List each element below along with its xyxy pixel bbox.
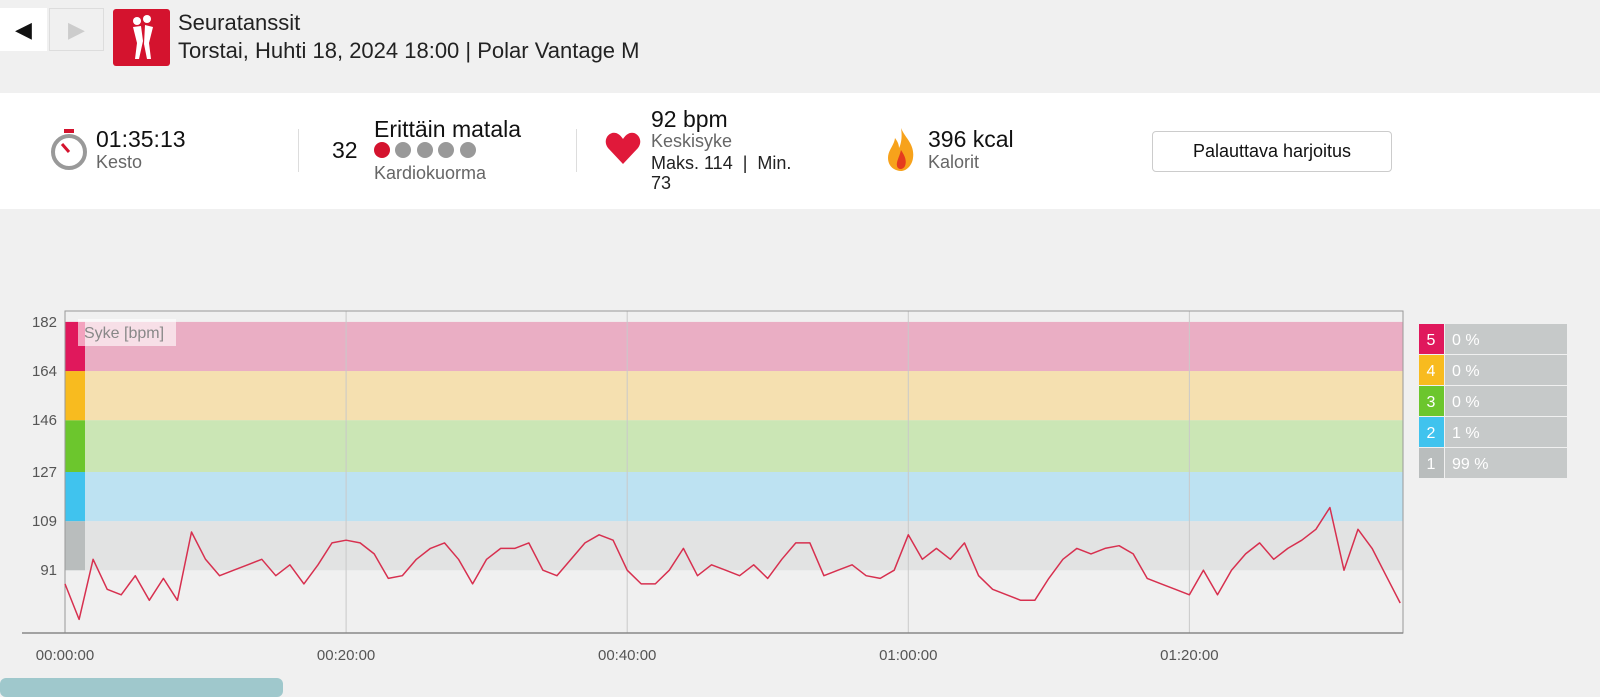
- separator: [298, 129, 299, 172]
- zone-strip: [65, 472, 85, 522]
- zone-legend-swatch: [1419, 324, 1444, 354]
- zone-name: 5: [1427, 332, 1436, 349]
- x-tick-label: 00:20:00: [317, 647, 375, 664]
- zone-legend-row: [1445, 386, 1567, 416]
- separator: [576, 129, 577, 172]
- calories-value: 396 kcal: [928, 126, 1014, 152]
- zone-percent: 1 %: [1452, 425, 1480, 442]
- hr-label: Keskisyke: [651, 131, 733, 151]
- cardio-load-value: 32: [332, 137, 358, 163]
- zone-name: 3: [1427, 394, 1436, 411]
- cardio-load-level: Erittäin matala: [374, 116, 522, 142]
- x-tick-label: 01:20:00: [1160, 647, 1218, 664]
- heart-icon: [605, 132, 641, 164]
- zone-legend-row: [1445, 324, 1567, 354]
- zone-band: [65, 420, 1403, 472]
- stopwatch-icon: [51, 129, 87, 170]
- y-label: Syke [bpm]: [84, 325, 164, 342]
- y-label-box: [78, 319, 176, 346]
- forward-button[interactable]: ▶: [49, 8, 104, 51]
- subtitle: Torstai, Huhti 18, 2024 18:00 | Polar Va…: [178, 38, 640, 63]
- y-tick-label: 109: [32, 513, 57, 530]
- x-tick-label: 01:00:00: [879, 647, 937, 664]
- hr-value: 92 bpm: [651, 106, 728, 132]
- zone-percent: 99 %: [1452, 456, 1488, 473]
- y-tick-label: 182: [32, 314, 57, 331]
- flame-icon: [888, 128, 914, 171]
- y-tick-label: 146: [32, 412, 57, 429]
- back-button[interactable]: ◀: [0, 8, 47, 51]
- zone-band: [65, 321, 1403, 372]
- duration-label: Kesto: [96, 152, 143, 172]
- hr-range: Maks. 114 | Min. 73: [651, 153, 797, 193]
- heart-rate-chart: 00:00:00 00:20:00 00:40:00 01:00:00 01:20:00…: [22, 310, 1567, 664]
- x-tick-label: 00:00:00: [36, 647, 94, 664]
- zone-legend-row: [1445, 417, 1567, 447]
- zone-band: [65, 472, 1403, 522]
- range-slider[interactable]: [0, 678, 283, 697]
- y-tick-label: 91: [40, 562, 57, 579]
- duration-value: 01:35:13: [96, 126, 186, 152]
- zone-strip: [65, 420, 85, 472]
- y-tick-label: 127: [32, 464, 57, 481]
- sport-name: Seuratanssit: [178, 10, 301, 35]
- calories-label: Kalorit: [928, 152, 980, 172]
- zone-legend-swatch: [1419, 448, 1444, 478]
- recovery-button[interactable]: Palauttava harjoitus: [1152, 131, 1392, 172]
- cardio-load-label: Kardiokuorma: [374, 163, 487, 183]
- y-tick-label: 164: [32, 363, 57, 380]
- sport-icon: [113, 9, 170, 66]
- heart-rate-line: [64, 506, 1401, 621]
- zone-name: 4: [1427, 363, 1436, 380]
- zone-legend-row: [1445, 355, 1567, 385]
- zone-name: 2: [1427, 425, 1436, 442]
- zone-percent: 0 %: [1452, 332, 1480, 349]
- zone-percent: 0 %: [1452, 363, 1480, 380]
- zone-legend-swatch: [1419, 417, 1444, 447]
- load-dots: [374, 142, 476, 158]
- zone-band: [65, 521, 1403, 571]
- zone-strip: [65, 521, 85, 571]
- zone-legend-swatch: [1419, 355, 1444, 385]
- x-tick-label: 00:40:00: [598, 647, 656, 664]
- zone-legend-swatch: [1419, 386, 1444, 416]
- zone-legend-row: [1445, 448, 1567, 478]
- zone-strip: [65, 371, 85, 421]
- zone-percent: 0 %: [1452, 394, 1480, 411]
- zone-name: 1: [1427, 456, 1436, 473]
- zone-band: [65, 371, 1403, 421]
